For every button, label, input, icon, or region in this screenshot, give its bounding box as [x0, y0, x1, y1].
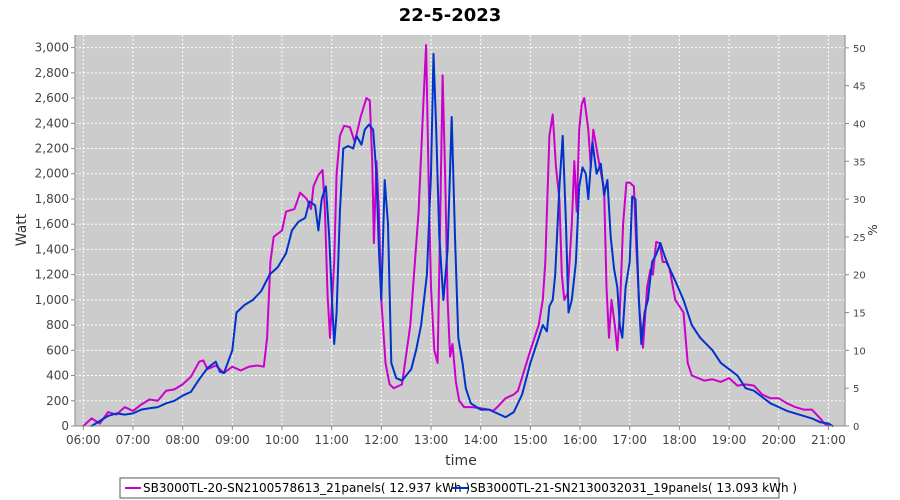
y-tick-label: 1,000 [35, 293, 69, 307]
x-tick-label: 07:00 [116, 433, 151, 447]
y2-tick-label: 15 [853, 309, 866, 320]
y2-tick-label: 10 [853, 346, 866, 357]
y2-tick-label: 45 [853, 82, 866, 93]
x-tick-label: 08:00 [165, 433, 200, 447]
y-axis-ticks: 0 200 400 600 800 1,000 1,200 1,400 1,600 1,800 2,… [35, 41, 75, 433]
legend: SB3000TL-20-SN2100578613_21panels( 12.93… [119, 477, 797, 499]
y2-tick-label: 5 [853, 384, 859, 395]
x-tick-label: 11:00 [314, 433, 349, 447]
y-tick-label: 400 [46, 369, 69, 383]
x-tick-label: 19:00 [712, 433, 747, 447]
y2-tick-label: 20 [853, 271, 866, 282]
legend-label-series-2: SB3000TL-21-SN2130032031_19panels( 13.09… [470, 481, 797, 495]
x-tick-label: 17:00 [612, 433, 647, 447]
gridlines [75, 35, 845, 427]
series-line-2 [90, 52, 834, 427]
y-tick-label: 0 [61, 419, 69, 433]
y-axis-title: Watt [14, 213, 30, 246]
legend-box [119, 477, 780, 499]
y2-axis-ticks: 0 5 10 15 20 25 30 35 40 45 50 [845, 44, 866, 433]
x-axis-title: time [445, 453, 477, 469]
y-tick-label: 800 [46, 318, 69, 332]
y-tick-label: 2,800 [35, 66, 69, 80]
y-tick-label: 1,600 [35, 217, 69, 231]
x-tick-label: 21:00 [811, 433, 846, 447]
x-tick-label: 13:00 [414, 433, 449, 447]
x-tick-label: 09:00 [215, 433, 250, 447]
x-tick-label: 12:00 [364, 433, 399, 447]
y-tick-label: 3,000 [35, 41, 69, 55]
y2-axis-title: % [866, 224, 880, 235]
y2-tick-label: 40 [853, 119, 866, 130]
x-tick-label: 20:00 [761, 433, 796, 447]
y-tick-label: 600 [46, 343, 69, 357]
y2-tick-label: 25 [853, 233, 866, 244]
x-tick-label: 18:00 [662, 433, 697, 447]
y2-tick-label: 50 [853, 44, 866, 55]
y-tick-label: 2,200 [35, 142, 69, 156]
y-tick-label: 2,400 [35, 116, 69, 130]
x-tick-label: 16:00 [563, 433, 598, 447]
y2-tick-label: 35 [853, 157, 866, 168]
x-tick-label: 06:00 [66, 433, 101, 447]
y-tick-label: 2,600 [35, 91, 69, 105]
y-tick-label: 1,800 [35, 192, 69, 206]
y-tick-label: 2,000 [35, 167, 69, 181]
x-axis-ticks: 06:00 07:00 08:00 09:00 10:00 11:00 12:00 13:00… [66, 426, 846, 447]
y2-tick-label: 30 [853, 195, 866, 206]
chart-title: 22-5-2023 [399, 5, 502, 26]
y-tick-label: 1,200 [35, 268, 69, 282]
x-tick-label: 10:00 [265, 433, 300, 447]
x-tick-label: 15:00 [513, 433, 548, 447]
series-lines [82, 44, 834, 427]
legend-label-series-1: SB3000TL-20-SN2100578613_21panels( 12.93… [143, 481, 470, 495]
series-line-1 [82, 44, 830, 427]
x-tick-label: 14:00 [463, 433, 498, 447]
y-tick-label: 1,400 [35, 242, 69, 256]
y-tick-label: 200 [46, 394, 69, 408]
y2-tick-label: 0 [853, 422, 859, 433]
